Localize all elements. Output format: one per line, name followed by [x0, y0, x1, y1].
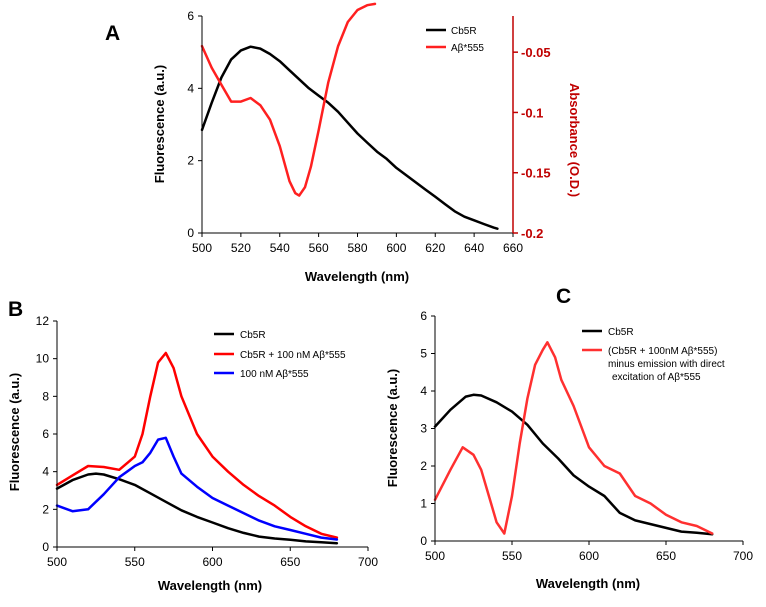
x-tick-label: 600	[579, 549, 599, 563]
series-line-cb5r	[55, 472, 339, 545]
series-line-a-555	[200, 2, 377, 197]
panel-b: 500 550 600 650 700 0 2 4 6 8 10 12 Wavelength (nm)…	[7, 314, 378, 593]
legend-label-cb5r: Cb5R	[608, 327, 634, 338]
x-tick-label: 500	[192, 241, 212, 255]
x-tick-label: 700	[733, 549, 753, 563]
series-line-cb5r	[200, 45, 499, 230]
panel-c-y-label: Fluorescence (a.u.)	[385, 369, 400, 487]
legend-label-cb5r: Cb5R	[451, 26, 477, 37]
panel-c-series	[433, 341, 714, 536]
panel-b-series	[55, 351, 339, 545]
x-tick-label: 650	[280, 555, 300, 569]
y-tick-label: 6	[187, 9, 194, 23]
series-line-100-nm-a-555	[55, 436, 339, 541]
y-tick-label: 5	[420, 347, 427, 361]
panel-a-x-label: Wavelength (nm)	[305, 269, 409, 284]
y2-tick-label: -0.15	[521, 166, 551, 181]
legend-label-cb5r-abeta: Cb5R + 100 nM Aβ*555	[240, 350, 346, 361]
series-line-cb5r-100nm-a-555-minus-emission-with-direct-excitation-of-a-555	[433, 341, 714, 535]
y-tick-label: 12	[36, 314, 50, 328]
legend-label-difference-line1: (Cb5R + 100nM Aβ*555)	[608, 346, 717, 357]
legend-label-abeta: 100 nM Aβ*555	[240, 369, 309, 380]
y-tick-label: 2	[42, 502, 49, 516]
panel-c-legend: Cb5R (Cb5R + 100nM Aβ*555) minus emissio…	[582, 327, 725, 383]
panel-a: 500 520 540 560 580 600 620 640 660 0 2 4 6 -0.05 -0.1…	[152, 2, 582, 284]
x-tick-label: 600	[386, 241, 406, 255]
legend-label-difference-line3: excitation of Aβ*555	[612, 372, 701, 383]
panel-a-series	[200, 2, 499, 230]
x-tick-label: 700	[358, 555, 378, 569]
x-tick-label: 650	[656, 549, 676, 563]
y-tick-label: 0	[420, 534, 427, 548]
x-tick-label: 660	[503, 241, 523, 255]
panel-b-x-label: Wavelength (nm)	[158, 578, 262, 593]
panel-letter-c: C	[556, 285, 571, 308]
x-tick-label: 550	[125, 555, 145, 569]
y-tick-label: 4	[42, 465, 49, 479]
y-tick-label: 10	[36, 352, 50, 366]
panel-a-legend: Cb5R Aβ*555	[426, 26, 484, 54]
y-tick-label: 0	[187, 226, 194, 240]
y-tick-label: 3	[420, 422, 427, 436]
y-tick-label: 2	[187, 154, 194, 168]
y-tick-label: 6	[42, 427, 49, 441]
panel-c: 500 550 600 650 700 0 1 2 3 4 5 6 Wavelength (nm) F…	[385, 309, 753, 591]
y-tick-label: 1	[420, 497, 427, 511]
y-tick-label: 0	[42, 540, 49, 554]
x-tick-label: 550	[502, 549, 522, 563]
x-tick-label: 640	[464, 241, 484, 255]
x-tick-label: 540	[270, 241, 290, 255]
panel-a-y-label: Fluorescence (a.u.)	[152, 65, 167, 183]
y-tick-label: 2	[420, 459, 427, 473]
x-tick-label: 600	[202, 555, 222, 569]
y-tick-label: 4	[187, 81, 194, 95]
y-tick-label: 6	[420, 309, 427, 323]
x-tick-label: 620	[425, 241, 445, 255]
x-tick-label: 500	[425, 549, 445, 563]
panel-a-y2-label: Absorbance (O.D.)	[567, 83, 582, 197]
panel-b-ticks: 500 550 600 650 700 0 2 4 6 8 10 12	[36, 314, 379, 569]
series-line-cb5r-100-nm-a-555	[55, 351, 339, 539]
panel-letter-a: A	[105, 22, 120, 45]
x-tick-label: 520	[231, 241, 251, 255]
y2-tick-label: -0.2	[521, 226, 543, 241]
x-tick-label: 580	[347, 241, 367, 255]
y2-tick-label: -0.05	[521, 45, 551, 60]
x-tick-label: 560	[309, 241, 329, 255]
y-tick-label: 4	[420, 384, 427, 398]
panel-a-ticks: 500 520 540 560 580 600 620 640 660 0 2 4 6 -0.05 -0.1…	[187, 9, 550, 255]
panel-letter-b: B	[8, 298, 23, 321]
y2-tick-label: -0.1	[521, 105, 543, 120]
panel-c-x-label: Wavelength (nm)	[536, 576, 640, 591]
panel-c-ticks: 500 550 600 650 700 0 1 2 3 4 5 6	[420, 309, 753, 563]
legend-label-abeta555: Aβ*555	[451, 43, 484, 54]
legend-label-cb5r: Cb5R	[240, 330, 266, 341]
legend-label-difference-line2: minus emission with direct	[608, 359, 725, 370]
panel-b-y-label: Fluorescence (a.u.)	[7, 373, 22, 491]
y-tick-label: 8	[42, 389, 49, 403]
panel-b-legend: Cb5R Cb5R + 100 nM Aβ*555 100 nM Aβ*555	[214, 330, 346, 380]
x-tick-label: 500	[47, 555, 67, 569]
series-line-cb5r	[433, 393, 714, 536]
